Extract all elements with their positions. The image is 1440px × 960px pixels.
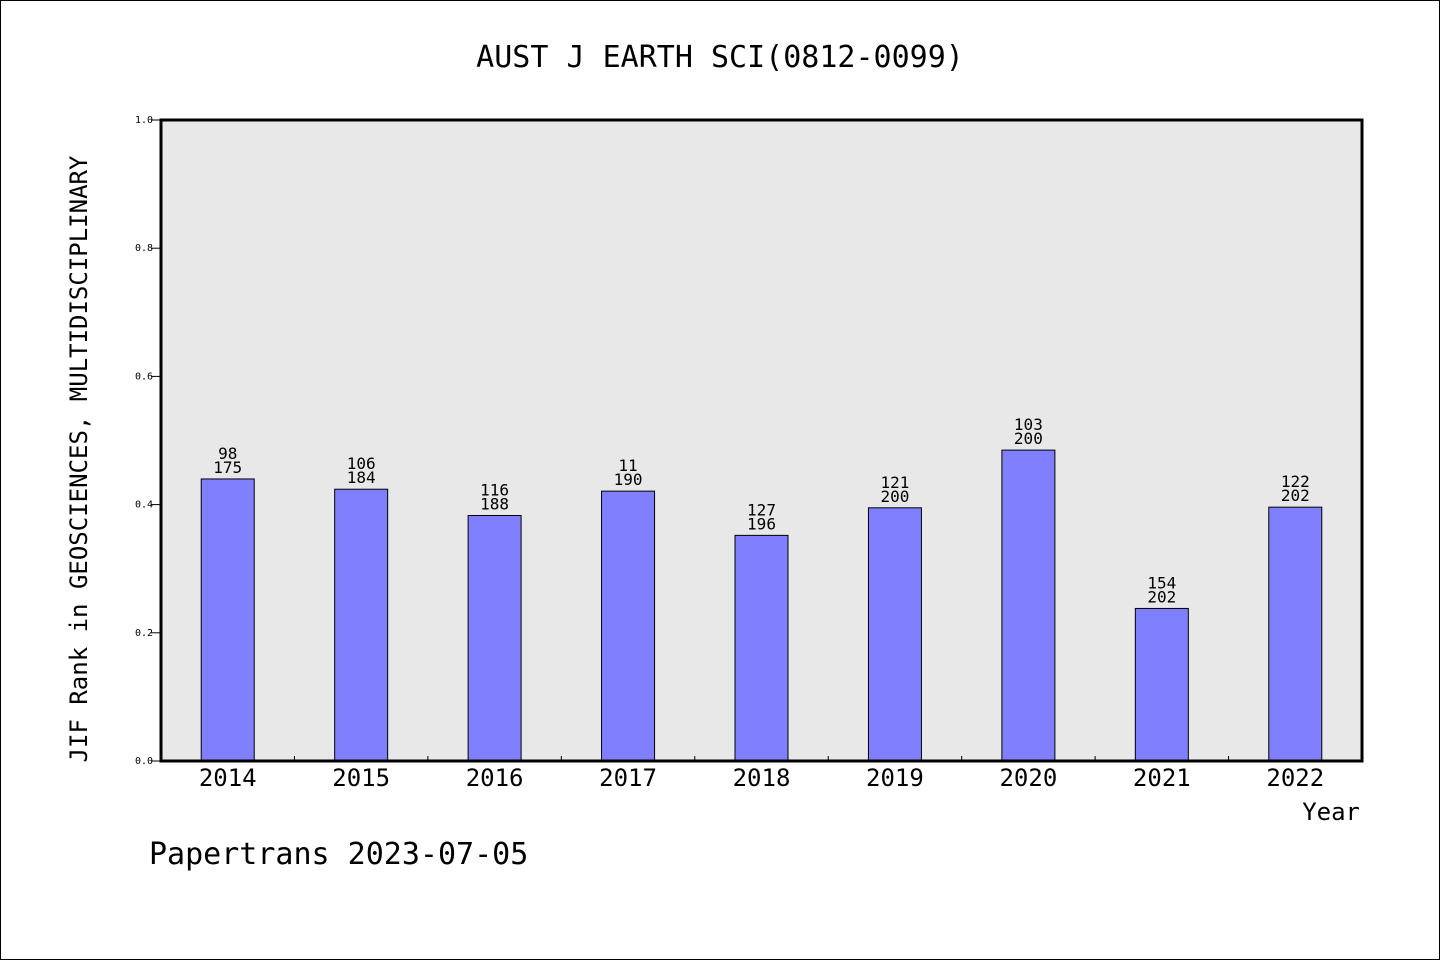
x-tick-label: 2019 [866, 764, 924, 792]
bar-2022 [1268, 506, 1323, 762]
bar-rank-label: 106 [347, 454, 376, 473]
bar-rank-label: 127 [747, 500, 776, 519]
y-tick-label: 0.0 [135, 756, 153, 767]
bar-rank-label: 103 [1014, 415, 1043, 434]
footer-credit: Papertrans 2023-07-05 [149, 837, 528, 872]
bar-2021 [1134, 607, 1189, 762]
x-tick-label: 2016 [466, 764, 524, 792]
bar-total-label: 200 [1014, 429, 1043, 448]
chart-title: AUST J EARTH SCI(0812-0099) [476, 40, 964, 75]
x-tick-label: 2021 [1133, 764, 1191, 792]
y-tick-label: 0.2 [135, 628, 153, 639]
bar-total-label: 184 [347, 468, 376, 487]
bar-total-label: 202 [1281, 486, 1310, 505]
bar-rank-label: 154 [1147, 573, 1176, 592]
bar-total-label: 190 [614, 470, 643, 489]
bar-rank-label: 98 [218, 444, 237, 463]
y-axis-ticks: 0.0 0.2 0.4 0.6 0.8 1.0 [135, 115, 161, 767]
bar-2018 [734, 534, 789, 762]
y-axis-label: JIF Rank in GEOSCIENCES, MULTIDISCIPLINA… [65, 155, 93, 762]
bar-rank-label: 116 [480, 480, 509, 499]
bar-total-label: 202 [1147, 587, 1176, 606]
bar-total-label: 175 [213, 458, 242, 477]
bar-rank-label: 122 [1281, 472, 1310, 491]
y-tick-label: 1.0 [135, 115, 153, 126]
x-axis-ticks: 2014 2015 2016 2017 2018 2019 2020 2021 2022 [199, 756, 1324, 792]
bar-2019 [867, 507, 922, 762]
bar-2016 [467, 514, 522, 762]
bar-2015 [334, 488, 389, 762]
x-tick-label: 2018 [733, 764, 791, 792]
x-axis-label: Year [1302, 798, 1360, 826]
bar-2020 [1001, 449, 1056, 762]
bar-total-label: 196 [747, 514, 776, 533]
x-tick-label: 2017 [599, 764, 657, 792]
bar-2014 [200, 478, 255, 762]
x-tick-label: 2015 [332, 764, 390, 792]
y-tick-label: 0.6 [135, 371, 153, 382]
x-tick-label: 2014 [199, 764, 257, 792]
y-tick-label: 0.4 [135, 500, 153, 511]
y-tick-label: 0.8 [135, 243, 153, 254]
x-tick-label: 2020 [999, 764, 1057, 792]
plot-border [159, 118, 1364, 763]
bar-rank-label: 11 [618, 456, 637, 475]
bar-total-label: 200 [880, 487, 909, 506]
bar-total-label: 188 [480, 494, 509, 513]
bar-2017 [601, 490, 656, 762]
x-tick-label: 2022 [1266, 764, 1324, 792]
bar-rank-label: 121 [880, 473, 909, 492]
